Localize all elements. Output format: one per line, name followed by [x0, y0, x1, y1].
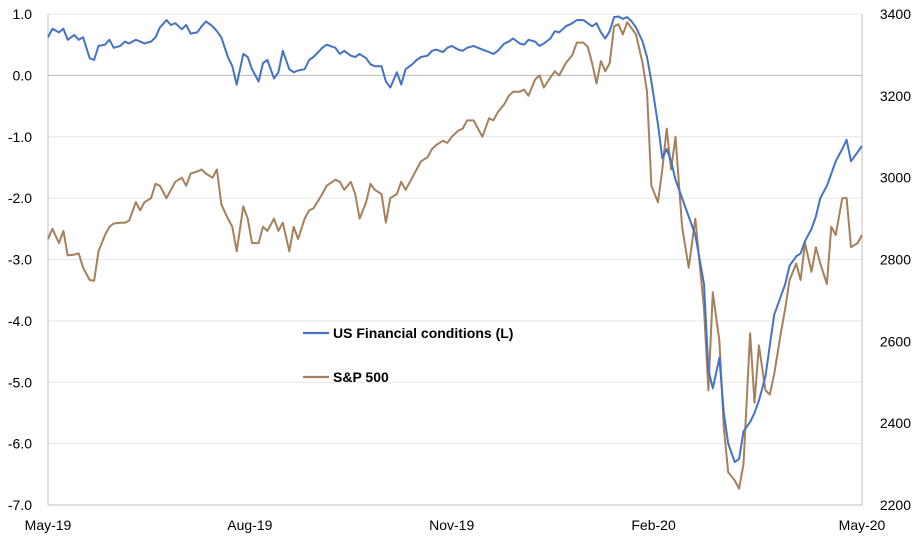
series-line-financial-conditions — [47, 15, 863, 463]
x-tick-label: Aug-19 — [227, 517, 272, 533]
right-tick-label: 3000 — [880, 170, 911, 186]
left-axis-tick-labels: 1.0 0.0 -1.0 -2.0 -3.0 -4.0 -5.0 -6.0 -7.0 — [8, 6, 32, 513]
left-tick-label: -6.0 — [8, 436, 32, 452]
left-tick-label: -4.0 — [8, 313, 32, 329]
legend-label-financial-conditions: US Financial conditions (L) — [333, 325, 513, 341]
left-tick-label: -7.0 — [8, 497, 32, 513]
legend: US Financial conditions (L) S&P 500 — [303, 325, 513, 385]
left-tick-label: -2.0 — [8, 190, 32, 206]
x-tick-label: May-20 — [839, 517, 886, 533]
right-tick-label: 2200 — [880, 497, 911, 513]
x-axis-tick-labels: May-19 Aug-19 Nov-19 Feb-20 May-20 — [25, 517, 886, 533]
left-tick-label: 1.0 — [13, 6, 33, 22]
axes — [47, 14, 863, 506]
right-tick-label: 3400 — [880, 6, 911, 22]
left-tick-label: -3.0 — [8, 252, 32, 268]
series-line-sp500 — [47, 21, 863, 490]
left-tick-label: -5.0 — [8, 374, 32, 390]
gridlines — [48, 13, 862, 506]
right-tick-label: 2800 — [880, 252, 911, 268]
left-tick-label: -1.0 — [8, 129, 32, 145]
right-tick-label: 3200 — [880, 88, 911, 104]
right-axis-tick-labels: 3400 3200 3000 2800 2600 2400 2200 — [880, 6, 911, 513]
legend-label-sp500: S&P 500 — [333, 369, 389, 385]
x-tick-label: Nov-19 — [429, 517, 474, 533]
left-tick-label: 0.0 — [13, 67, 33, 83]
x-tick-label: May-19 — [25, 517, 72, 533]
series-lines — [47, 15, 863, 490]
right-tick-label: 2400 — [880, 415, 911, 431]
right-tick-label: 2600 — [880, 333, 911, 349]
x-tick-label: Feb-20 — [631, 517, 676, 533]
